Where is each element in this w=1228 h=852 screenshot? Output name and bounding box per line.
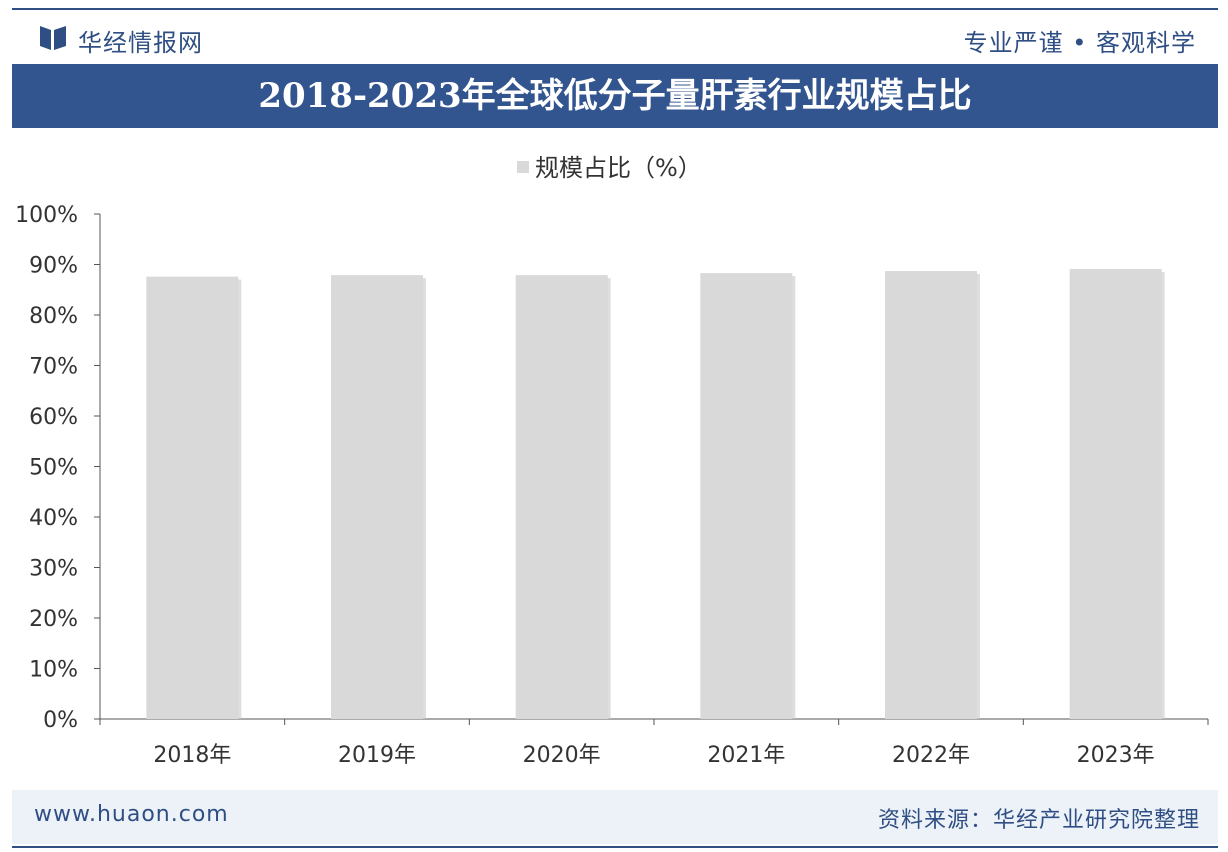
- y-tick-label: 30%: [29, 557, 78, 582]
- legend-swatch: [517, 161, 529, 173]
- y-tick-label: 10%: [29, 658, 78, 683]
- y-tick-label: 50%: [29, 456, 78, 481]
- y-tick-label: 0%: [43, 708, 78, 733]
- source-note: 资料来源：华经产业研究院整理: [877, 808, 1200, 833]
- x-tick-label: 2019年: [338, 743, 416, 768]
- y-tick-label: 80%: [29, 304, 78, 329]
- bar: [331, 275, 423, 719]
- bar: [146, 276, 239, 719]
- y-tick-label: 40%: [29, 506, 78, 531]
- bar: [700, 273, 793, 719]
- brand-name: 华经情报网: [78, 29, 203, 57]
- x-tick-label: 2020年: [523, 743, 601, 768]
- y-tick-label: 90%: [29, 254, 78, 279]
- website-link[interactable]: www.huaon.com: [34, 802, 229, 827]
- chart-title: 2018-2023年全球低分子量肝素行业规模占比: [258, 76, 972, 116]
- footer: www.huaon.com 资料来源：华经产业研究院整理: [12, 790, 1218, 844]
- bar-chart: 规模占比（%） 0% 10% 20% 30% 40% 50% 60% 70% 80% 90% 100%…: [15, 154, 1209, 768]
- x-tick-label: 2022年: [892, 743, 970, 768]
- header: 华经情报网 专业严谨 • 客观科学: [12, 14, 1218, 60]
- legend-label: 规模占比（%）: [535, 154, 702, 182]
- bar: [515, 275, 608, 719]
- bottom-rule: [12, 846, 1218, 848]
- brand-logo-icon: [40, 26, 66, 50]
- top-rule: [12, 8, 1218, 10]
- x-tick-label: 2023年: [1077, 743, 1155, 768]
- bar: [885, 271, 977, 719]
- x-tick-label: 2018年: [153, 743, 231, 768]
- y-tick-label: 20%: [29, 607, 78, 632]
- x-tick-label: 2021年: [707, 743, 785, 768]
- y-tick-label: 60%: [29, 405, 78, 430]
- bar: [1069, 269, 1162, 719]
- y-tick-label: 100%: [15, 203, 78, 228]
- title-bar: 2018-2023年全球低分子量肝素行业规模占比: [12, 64, 1218, 128]
- y-tick-label: 70%: [29, 355, 78, 380]
- slogan: 专业严谨 • 客观科学: [963, 29, 1196, 57]
